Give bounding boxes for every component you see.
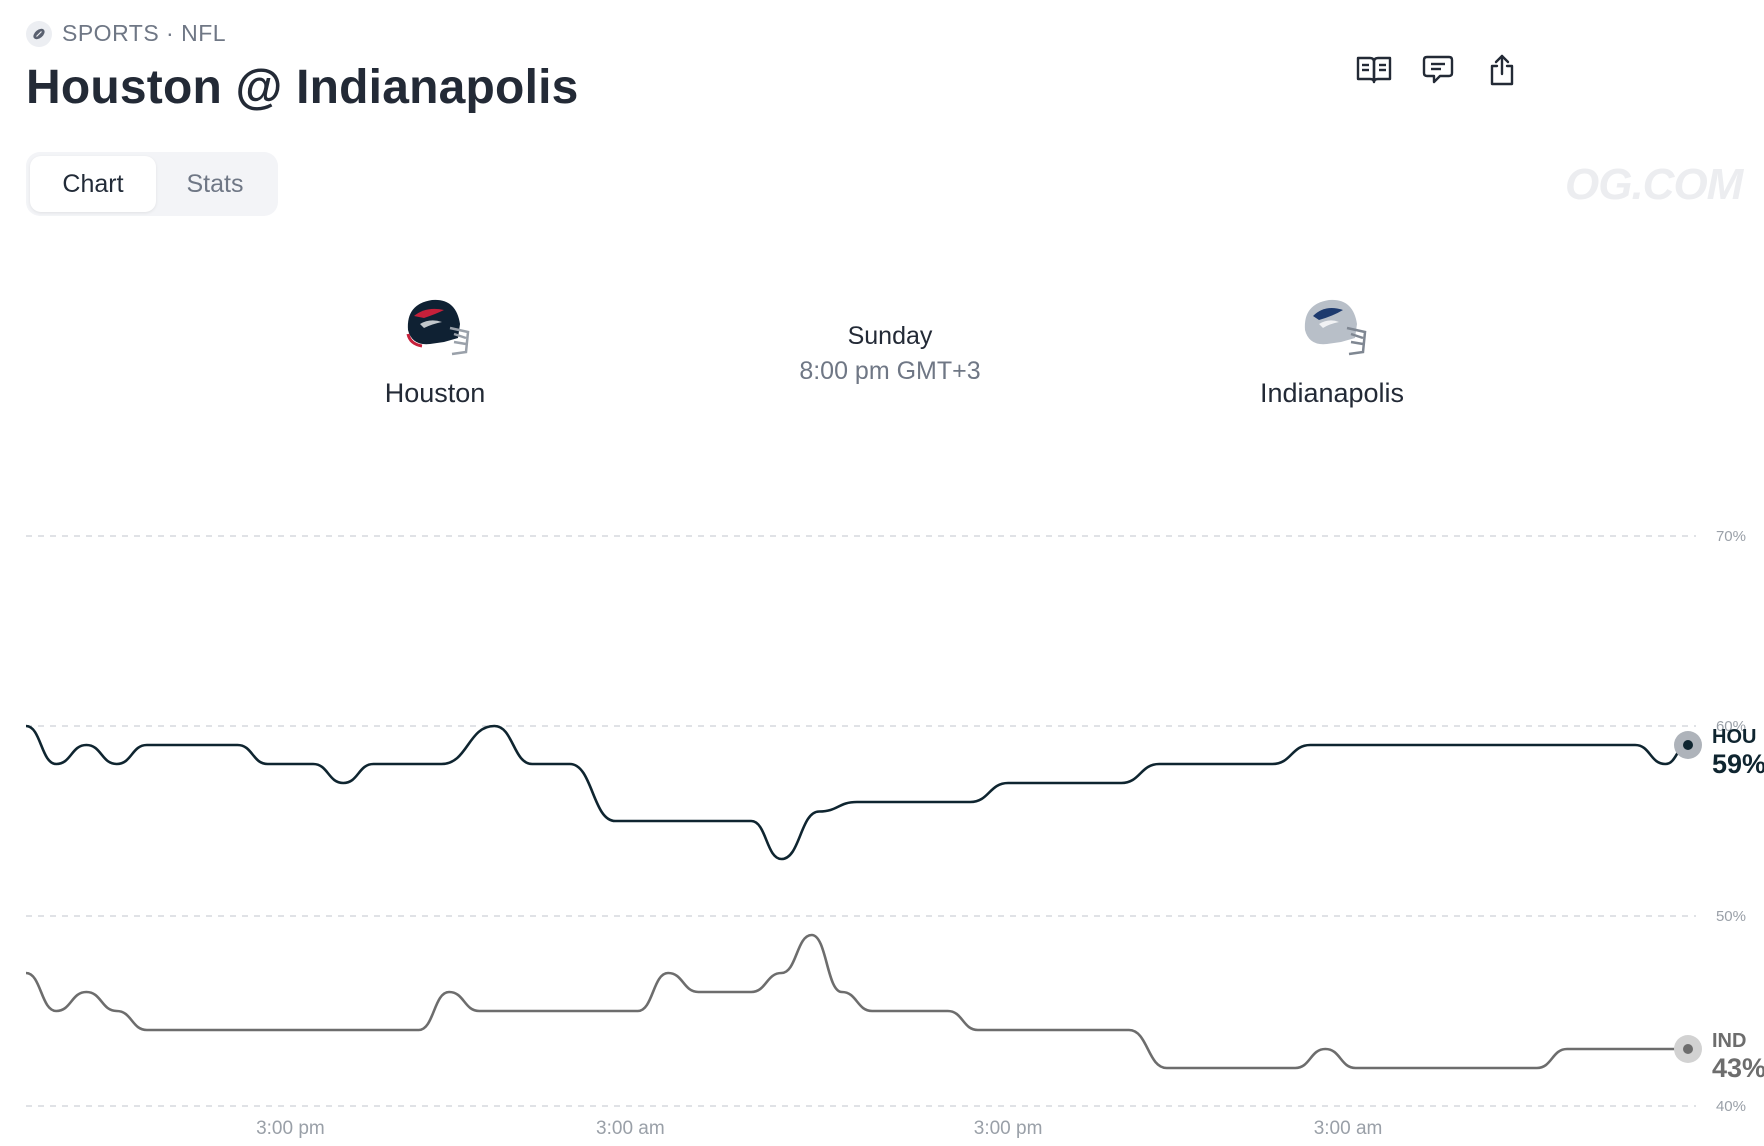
y-tick-label: 40% xyxy=(1716,1098,1746,1115)
page-title: Houston @ Indianapolis xyxy=(26,61,579,114)
view-tabs: Chart Stats xyxy=(26,152,278,216)
share-icon[interactable] xyxy=(1482,50,1522,90)
series-endpoint-ind xyxy=(1683,1044,1693,1054)
game-day: Sunday xyxy=(847,322,933,350)
x-tick-label: 3:00 am xyxy=(1314,1118,1383,1139)
series-line-hou xyxy=(25,724,1689,861)
y-tick-label: 70% xyxy=(1716,528,1746,545)
game-time: Sunday 8:00 pm GMT+3 xyxy=(740,322,1040,386)
series-name-hou: HOU xyxy=(1712,726,1756,748)
series-value-hou: 59% xyxy=(1712,749,1764,779)
indianapolis-helmet-icon xyxy=(1304,299,1367,356)
y-tick-label: 60% xyxy=(1716,718,1746,735)
team-home-name: Houston xyxy=(384,378,486,408)
series-name-ind: IND xyxy=(1712,1030,1746,1052)
book-icon[interactable] xyxy=(1354,50,1394,90)
houston-helmet-icon xyxy=(406,299,470,356)
x-tick-label: 3:00 am xyxy=(596,1118,665,1139)
tab-chart[interactable]: Chart xyxy=(30,156,156,212)
breadcrumb-label: SPORTS · NFL xyxy=(62,20,227,46)
team-away-name: Indianapolis xyxy=(1259,378,1405,408)
breadcrumb[interactable]: SPORTS · NFL xyxy=(26,20,226,47)
x-tick-label: 3:00 pm xyxy=(256,1118,325,1139)
watermark-logo: OG.COM xyxy=(1565,160,1743,209)
football-icon xyxy=(26,20,52,47)
team-away[interactable]: Indianapolis xyxy=(1212,294,1452,409)
comment-icon[interactable] xyxy=(1418,50,1458,90)
y-tick-label: 50% xyxy=(1716,908,1746,925)
series-endpoint-hou xyxy=(1683,740,1693,750)
series-value-ind: 43% xyxy=(1712,1053,1764,1083)
series-line-ind xyxy=(25,933,1688,1070)
team-home[interactable]: Houston xyxy=(315,294,555,409)
game-hour: 8:00 pm GMT+3 xyxy=(799,357,981,385)
x-tick-label: 3:00 pm xyxy=(974,1118,1043,1139)
tab-stats[interactable]: Stats xyxy=(186,169,244,198)
